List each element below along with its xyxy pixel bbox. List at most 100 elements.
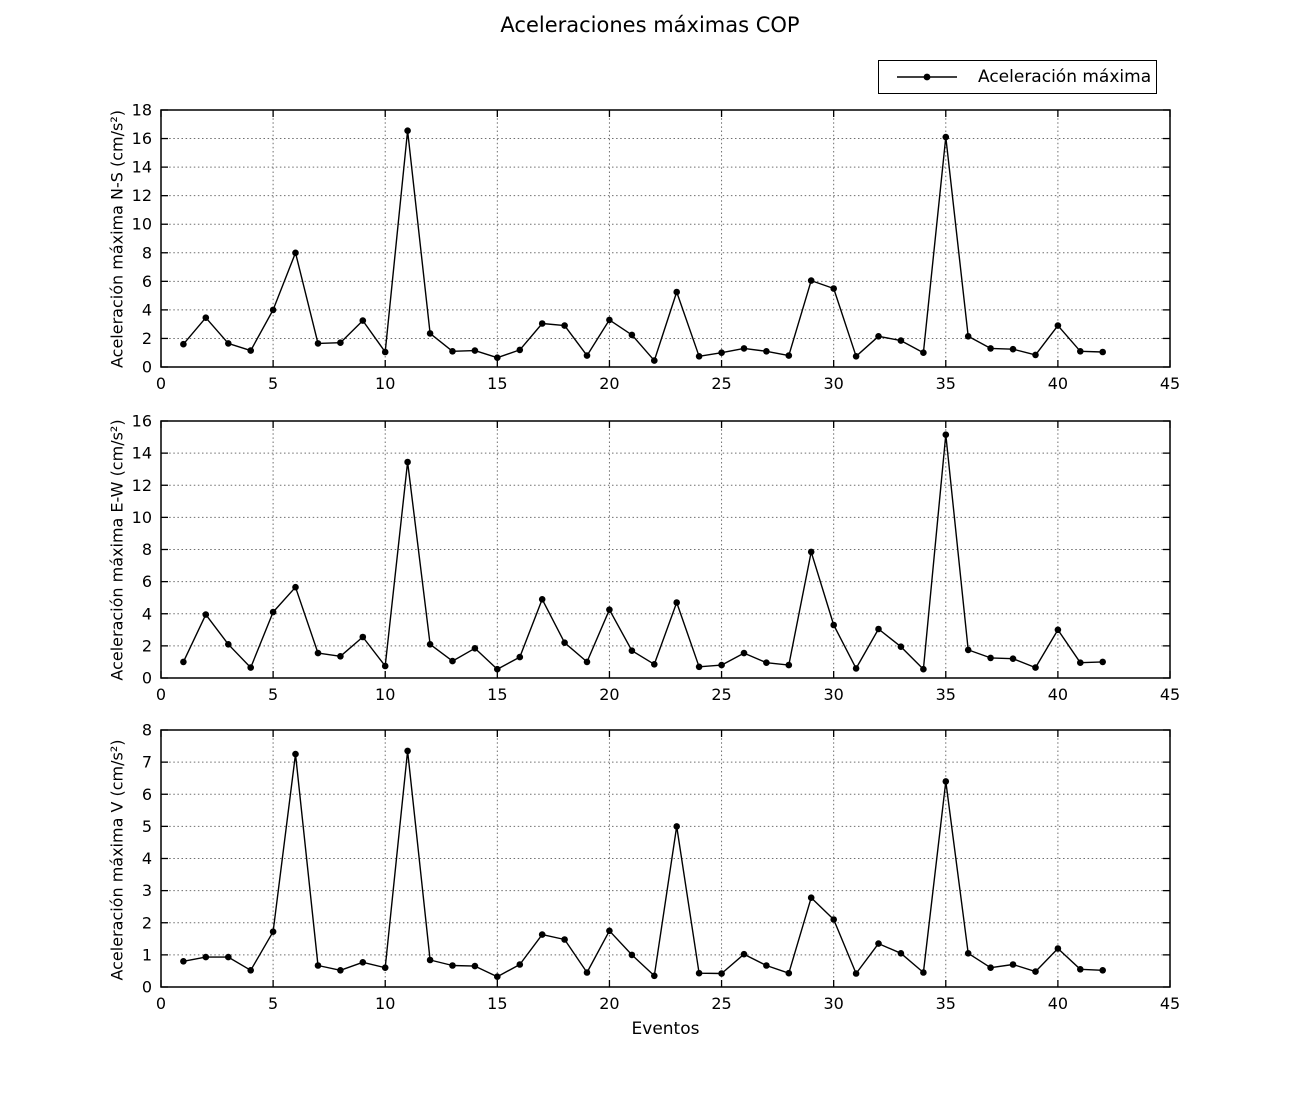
data-point — [1077, 659, 1084, 666]
data-point — [314, 962, 322, 969]
data-point — [785, 661, 793, 669]
data-point — [964, 950, 972, 957]
x-tick-label: 25 — [711, 994, 731, 1013]
data-point — [292, 750, 299, 758]
data-point — [718, 349, 725, 357]
data-point — [292, 583, 299, 591]
data-point — [404, 458, 411, 466]
data-point — [471, 962, 479, 970]
data-point — [381, 662, 389, 670]
data-point — [337, 339, 344, 347]
data-point — [247, 967, 254, 974]
data-point — [740, 649, 748, 657]
data-line-ns — [182, 129, 1103, 362]
x-tick-label: 35 — [936, 685, 956, 704]
y-tick-label: 16 — [132, 412, 152, 431]
x-tick-label: 30 — [823, 685, 843, 704]
data-point — [606, 316, 613, 324]
data-point — [359, 633, 367, 641]
y-tick-label: 4 — [142, 300, 152, 319]
data-point — [852, 353, 860, 360]
data-point — [314, 649, 322, 657]
data-point — [449, 962, 456, 969]
y-tick-label: 3 — [142, 881, 152, 900]
x-tick-label: 45 — [1160, 685, 1180, 704]
y-tick-label: 16 — [132, 129, 152, 148]
data-point — [180, 958, 187, 965]
y-tick-label: 1 — [142, 945, 152, 964]
data-point — [561, 322, 568, 329]
x-tick-label: 45 — [1160, 374, 1180, 393]
y-tick-label: 10 — [132, 215, 152, 234]
data-point — [1054, 626, 1062, 634]
y-tick-label: 2 — [142, 329, 152, 348]
data-point — [920, 665, 927, 673]
data-point — [673, 288, 680, 296]
y-tick-label: 0 — [142, 358, 152, 377]
data-point — [673, 599, 680, 606]
data-point — [269, 306, 277, 314]
data-point — [426, 956, 434, 964]
legend-label: Aceleración máxima — [978, 67, 1152, 87]
y-tick-label: 18 — [132, 101, 152, 120]
data-point — [830, 916, 837, 923]
x-tick-label: 30 — [823, 994, 843, 1013]
x-tick-label: 35 — [936, 994, 956, 1013]
x-tick-label: 40 — [1048, 994, 1068, 1013]
data-point — [494, 665, 501, 673]
data-point — [516, 653, 524, 661]
data-point — [381, 964, 389, 971]
x-tick-label: 40 — [1048, 685, 1068, 704]
y-axis-label-v: Aceleración máxima V (cm/s²) — [107, 739, 127, 981]
data-point — [852, 970, 860, 977]
data-point — [247, 664, 254, 671]
data-point — [807, 277, 815, 284]
data-point — [920, 349, 927, 357]
data-point — [606, 606, 613, 613]
data-point — [651, 357, 658, 364]
data-point — [987, 654, 994, 662]
y-tick-label: 12 — [132, 476, 152, 495]
data-point — [1032, 351, 1039, 359]
data-point — [404, 127, 411, 134]
data-point — [202, 611, 210, 618]
x-tick-label: 20 — [599, 685, 619, 704]
data-point — [583, 969, 591, 976]
x-tick-label: 10 — [375, 374, 395, 393]
y-tick-label: 6 — [142, 272, 152, 291]
data-point — [225, 953, 232, 961]
data-point — [471, 347, 479, 354]
x-axis-label: Eventos — [631, 1019, 700, 1039]
x-tick-label: 15 — [487, 374, 507, 393]
data-point — [807, 548, 815, 556]
y-axis-label-ew: Aceleración máxima E-W (cm/s²) — [107, 419, 127, 681]
data-point — [695, 663, 703, 671]
subplot-ew: 0 5 10 15 20 25 30 35 40 45 0 2 4 6 8 10 12 14 16 — [132, 412, 1181, 705]
data-point — [314, 340, 322, 347]
data-point — [763, 962, 770, 969]
data-point — [1009, 961, 1017, 968]
data-point — [1054, 322, 1062, 329]
y-tick-label: 0 — [142, 669, 152, 688]
data-point — [538, 320, 546, 327]
data-point — [897, 337, 905, 344]
data-point — [225, 641, 232, 648]
data-point — [494, 354, 501, 362]
plot-frame-ns — [160, 109, 1171, 368]
data-point — [763, 659, 770, 666]
data-point — [718, 661, 725, 669]
data-point — [583, 658, 591, 666]
data-point — [426, 641, 434, 648]
x-tick-label: 20 — [599, 374, 619, 393]
x-tick-label: 25 — [711, 685, 731, 704]
x-tick-label: 0 — [156, 374, 166, 393]
x-tick-label: 45 — [1160, 994, 1180, 1013]
y-tick-label: 5 — [142, 817, 152, 836]
data-point — [1032, 664, 1039, 671]
data-point — [651, 972, 658, 980]
x-tick-label: 15 — [487, 994, 507, 1013]
y-tick-label: 4 — [142, 849, 152, 868]
data-point — [897, 643, 905, 650]
